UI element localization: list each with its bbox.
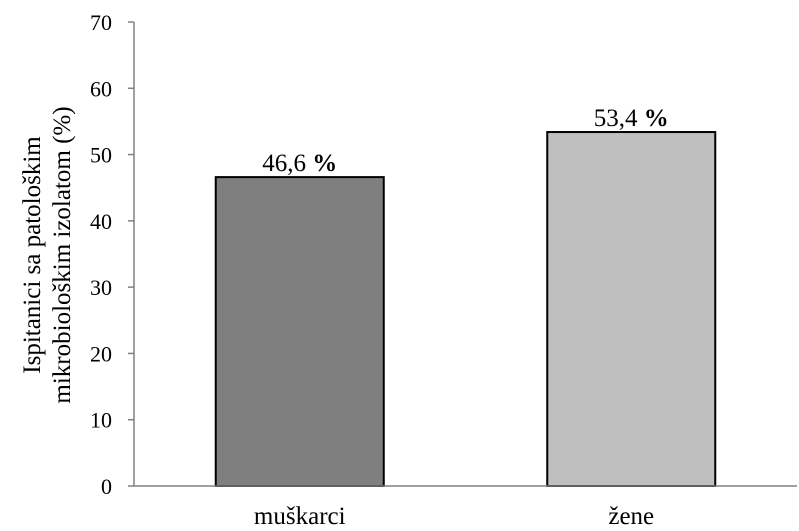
y-tick-label: 0 — [101, 474, 112, 499]
y-axis-ticks: 0 10 20 30 40 50 60 70 — [90, 10, 134, 499]
y-axis-title-line-1: Ispitanici sa patološkim — [19, 136, 46, 374]
data-label-unit: % — [644, 105, 669, 132]
data-label: 53,4 % — [594, 105, 669, 132]
y-tick-label: 50 — [90, 143, 112, 168]
y-tick-label: 10 — [90, 408, 112, 433]
x-axis-labels: muškarci žene — [254, 503, 654, 530]
y-tick-label: 30 — [90, 275, 112, 300]
y-tick-label: 60 — [90, 76, 112, 101]
bars-group — [214, 131, 717, 488]
axes — [133, 22, 797, 487]
x-category-label: žene — [608, 503, 654, 530]
y-tick-label: 20 — [90, 341, 112, 366]
y-tick-label: 70 — [90, 10, 112, 35]
y-axis-title: Ispitanici sa patološkim mikrobiološkim … — [19, 106, 76, 403]
data-label-number: 53,4 — [594, 105, 644, 132]
data-label-number: 46,6 — [262, 150, 312, 177]
x-category-label: muškarci — [254, 503, 346, 530]
data-label: 46,6 % — [262, 150, 337, 177]
data-labels: 46,6 %53,4 % — [262, 105, 669, 177]
data-label-unit: % — [312, 150, 337, 177]
bar-1 — [214, 176, 385, 487]
y-tick-label: 40 — [90, 209, 112, 234]
bar-2 — [546, 131, 717, 488]
y-axis-title-line-2: mikrobiološkim izolatom (%) — [49, 106, 76, 403]
